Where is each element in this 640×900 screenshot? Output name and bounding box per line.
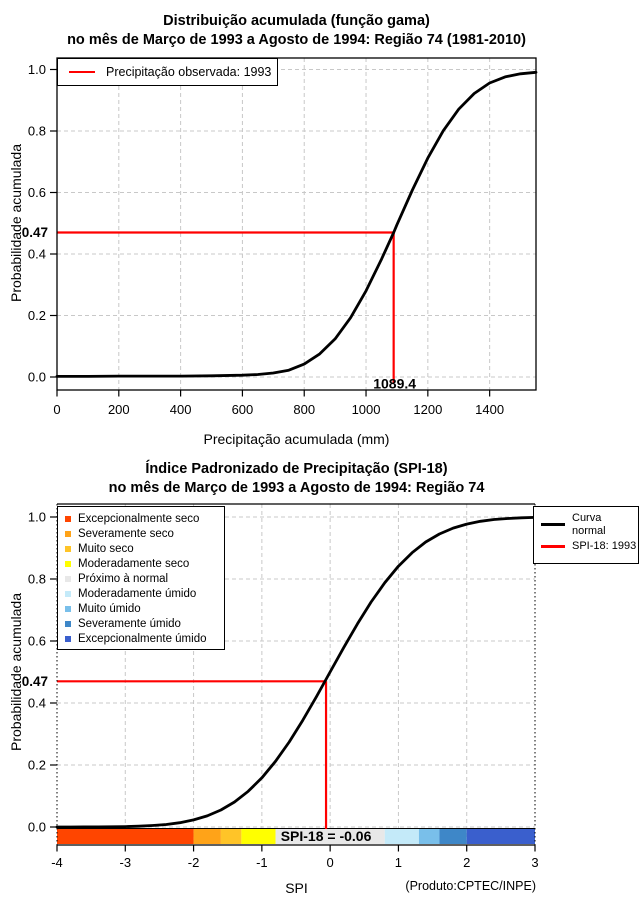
bottom-chart-ylabel: Probabilidade acumulada xyxy=(8,593,24,751)
x-tick-label: 800 xyxy=(293,402,315,417)
category-label: Moderadamente seco xyxy=(78,557,190,570)
spi-colorbar-segment xyxy=(241,829,276,844)
category-swatch xyxy=(65,636,71,643)
bottom-chart-title-line1: Índice Padronizado de Precipitação (SPI-… xyxy=(145,461,448,477)
legend-item: Próximo à normal xyxy=(65,571,224,586)
probability-annotation: 0.47 xyxy=(22,225,48,240)
x-tick-label: 200 xyxy=(108,402,130,417)
x-tick-label: 0 xyxy=(53,402,60,417)
category-swatch xyxy=(65,530,71,537)
top-chart-title: Distribuição acumulada (função gama) no … xyxy=(57,12,536,50)
legend-label: Curva normal xyxy=(572,512,606,537)
top-chart-title-line2: no mês de Março de 1993 a Agosto de 1994… xyxy=(67,32,526,48)
legend-item: Muito seco xyxy=(65,541,224,556)
y-tick-label: 0.6 xyxy=(28,185,46,200)
spi-colorbar-segment xyxy=(275,829,385,844)
x-tick-label: -1 xyxy=(256,855,268,870)
legend-label: SPI-18: 1993 xyxy=(572,540,637,552)
bottom-chart-title-line2: no mês de Março de 1993 a Agosto de 1994… xyxy=(108,480,485,496)
x-tick-label: 1200 xyxy=(413,402,442,417)
y-tick-label: 0.4 xyxy=(28,247,46,262)
black-line-sample xyxy=(541,523,565,526)
spi-colorbar-segment xyxy=(384,829,419,844)
legend-item: Muito úmido xyxy=(65,602,224,617)
x-tick-label: 3 xyxy=(531,855,538,870)
category-label: Muito úmido xyxy=(78,603,141,616)
y-tick-label: 0.4 xyxy=(28,696,46,711)
category-label: Severamente úmido xyxy=(78,618,181,631)
legend-item: Curva normal xyxy=(541,512,638,537)
top-chart-title-line1: Distribuição acumulada (função gama) xyxy=(163,13,430,29)
producer-credit: (Produto:CPTEC/INPE) xyxy=(405,879,536,893)
top-chart-xlabel: Precipitação acumulada (mm) xyxy=(203,431,390,447)
top-chart-legend: Precipitação observada: 1993 xyxy=(57,58,278,86)
x-tick-label: 1400 xyxy=(475,402,504,417)
y-tick-label: 0.0 xyxy=(28,370,46,385)
plot-border xyxy=(56,57,537,391)
spi-colorbar-segment xyxy=(193,829,221,844)
category-swatch xyxy=(65,591,71,598)
red-line-sample xyxy=(541,544,565,548)
spi-colorbar-segment xyxy=(220,829,242,844)
bottom-chart-legend: Curva normal SPI-18: 1993 xyxy=(533,506,639,564)
y-tick-label: 1.0 xyxy=(28,62,46,77)
spi-colorbar-segment xyxy=(418,829,440,844)
x-tick-label: 0 xyxy=(327,855,334,870)
bottom-chart-xlabel: SPI xyxy=(285,880,308,896)
bottom-chart-title: Índice Padronizado de Precipitação (SPI-… xyxy=(57,460,536,498)
category-label: Próximo à normal xyxy=(78,572,169,585)
legend-item: Severamente úmido xyxy=(65,617,224,632)
y-tick-label: 0.8 xyxy=(28,572,46,587)
x-tick-label: 1 xyxy=(395,855,402,870)
legend-item: Excepcionalmente úmido xyxy=(65,632,224,647)
y-tick-label: 0.6 xyxy=(28,634,46,649)
y-tick-label: 0.2 xyxy=(28,308,46,323)
category-swatch xyxy=(65,515,71,522)
spi-colorbar-segment xyxy=(439,829,467,844)
legend-item: Excepcionalmente seco xyxy=(65,511,224,526)
x-tick-label: 600 xyxy=(232,402,254,417)
legend-item: SPI-18: 1993 xyxy=(541,540,638,553)
spi-colorbar-segment xyxy=(466,829,535,844)
top-chart-ylabel: Probabilidade acumulada xyxy=(8,144,24,302)
spi-category-legend: Excepcionalmente seco Severamente seco M… xyxy=(57,506,225,650)
category-swatch xyxy=(65,621,71,628)
category-swatch xyxy=(65,575,71,582)
category-swatch xyxy=(65,606,71,613)
precipitation-annotation: 1089.4 xyxy=(373,376,416,392)
probability-annotation: 0.47 xyxy=(22,674,48,689)
legend-item: Moderadamente seco xyxy=(65,556,224,571)
x-tick-label: 2 xyxy=(463,855,470,870)
y-tick-label: 0.2 xyxy=(28,758,46,773)
red-line-sample xyxy=(69,70,95,74)
category-label: Excepcionalmente seco xyxy=(78,512,200,525)
x-tick-label: -4 xyxy=(51,855,63,870)
y-tick-label: 1.0 xyxy=(28,510,46,525)
x-tick-label: 1000 xyxy=(352,402,381,417)
x-tick-label: -2 xyxy=(188,855,200,870)
y-tick-label: 0.8 xyxy=(28,124,46,139)
normal-cdf-curve xyxy=(55,516,537,829)
x-tick-label: -3 xyxy=(120,855,132,870)
x-tick-label: 400 xyxy=(170,402,192,417)
legend-item: Severamente seco xyxy=(65,526,224,541)
category-label: Muito seco xyxy=(78,542,134,555)
category-label: Moderadamente úmido xyxy=(78,588,197,601)
y-tick-label: 0.0 xyxy=(28,820,46,835)
spi-colorbar-segment xyxy=(57,829,194,844)
legend-item: Moderadamente úmido xyxy=(65,586,224,601)
gamma-cdf-curve xyxy=(55,70,538,378)
category-label: Severamente seco xyxy=(78,527,174,540)
top-legend-label: Precipitação observada: 1993 xyxy=(106,65,272,79)
category-swatch xyxy=(65,560,71,567)
category-swatch xyxy=(65,545,71,552)
category-label: Excepcionalmente úmido xyxy=(78,633,207,646)
spi-value-annotation: SPI-18 = -0.06 xyxy=(281,828,372,844)
